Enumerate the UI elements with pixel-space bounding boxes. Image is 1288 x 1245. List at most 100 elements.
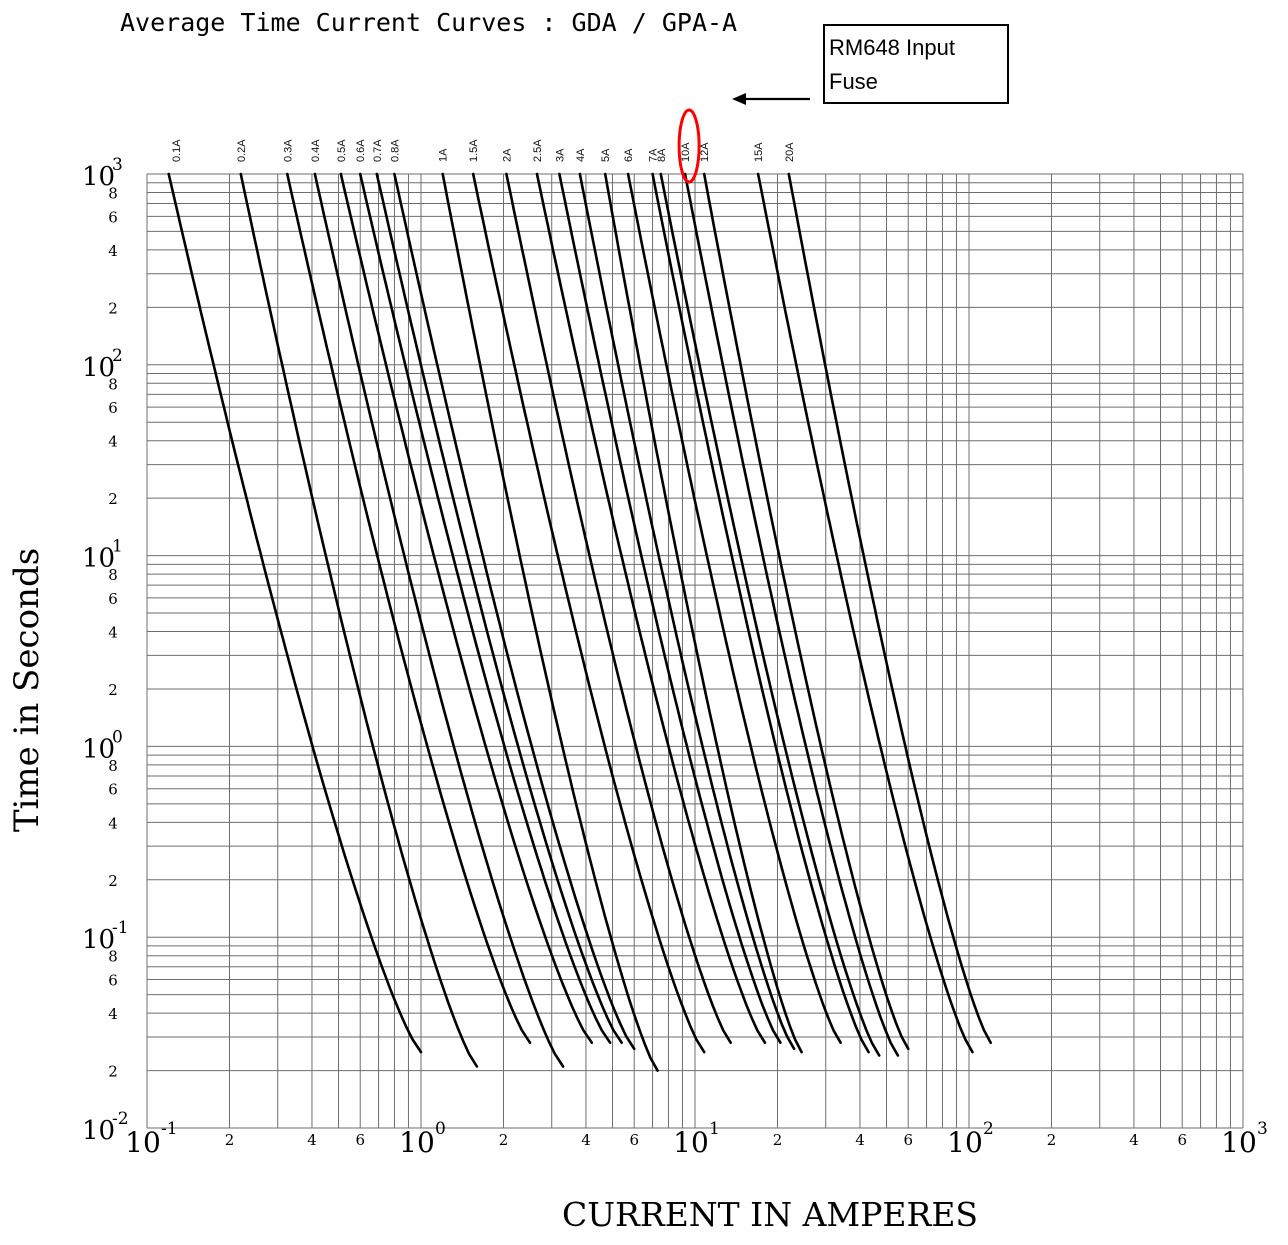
curve-0_2A bbox=[239, 172, 479, 1068]
series-label-5A: 5A bbox=[600, 148, 612, 162]
y-tick-label: 10 bbox=[82, 162, 115, 192]
x-tick-exponent: 1 bbox=[709, 1119, 720, 1139]
x-tick-exponent: 0 bbox=[435, 1119, 446, 1139]
y-tick-label: 6 bbox=[108, 781, 118, 799]
y-tick-label: 10 bbox=[82, 544, 115, 574]
y-tick-label: 6 bbox=[108, 972, 118, 990]
curve-1A bbox=[441, 172, 659, 1072]
series-label-1A: 1A bbox=[438, 148, 450, 162]
y-tick-label: 4 bbox=[108, 624, 118, 642]
x-axis-label: CURRENT IN AMPERES bbox=[562, 1195, 978, 1234]
y-tick-label: 10 bbox=[82, 925, 115, 955]
x-tick-label: 2 bbox=[1047, 1131, 1057, 1149]
series-label-0_2A: 0.2A bbox=[236, 139, 248, 162]
curve-6A bbox=[626, 172, 842, 1044]
x-tick-label: 4 bbox=[307, 1131, 317, 1149]
series-label-4A: 4A bbox=[575, 148, 587, 162]
series-label-0_6A: 0.6A bbox=[355, 139, 367, 162]
curve-8A bbox=[659, 172, 881, 1057]
y-tick-label: 8 bbox=[108, 375, 118, 393]
series-labels: 0.1A 0.2A 0.3A 0.4A 0.5A 0.6A 0.7A 0.8A 1A 1.5A 2A… bbox=[171, 139, 796, 162]
x-tick-label: 10 bbox=[947, 1126, 983, 1159]
curve-2_5A bbox=[535, 172, 767, 1044]
x-tick-exponent: 2 bbox=[983, 1119, 994, 1139]
x-tick-exponent: -1 bbox=[161, 1119, 178, 1139]
y-tick-label: 4 bbox=[108, 242, 118, 260]
x-tick-label: 10 bbox=[673, 1126, 709, 1159]
series-label-12A: 12A bbox=[699, 142, 711, 162]
x-tick-label: 2 bbox=[225, 1131, 235, 1149]
x-tick-label: 2 bbox=[773, 1131, 783, 1149]
curve-5A bbox=[603, 172, 803, 1054]
series-label-15A: 15A bbox=[753, 142, 765, 162]
y-tick-exponent: -1 bbox=[112, 918, 129, 938]
series-label-0_4A: 0.4A bbox=[310, 139, 322, 162]
y-tick-label: 10 bbox=[82, 353, 115, 383]
series-label-1_5A: 1.5A bbox=[468, 139, 480, 162]
y-tick-exponent: -2 bbox=[112, 1109, 129, 1129]
x-tick-label: 6 bbox=[355, 1131, 365, 1149]
y-tick-label: 8 bbox=[108, 757, 118, 775]
curve-12A bbox=[702, 172, 910, 1051]
y-tick-label: 6 bbox=[108, 590, 118, 608]
annotation-arrow-head bbox=[732, 93, 746, 105]
y-tick-label: 8 bbox=[108, 948, 118, 966]
series-label-20A: 20A bbox=[784, 142, 796, 162]
curve-0_5A bbox=[339, 172, 594, 1044]
annotation-text-line-1: RM648 Input bbox=[829, 35, 955, 60]
y-tick-label: 4 bbox=[108, 433, 118, 451]
chart-title: Average Time Current Curves : GDA / GPA-… bbox=[120, 8, 737, 37]
y-tick-label: 4 bbox=[108, 1005, 118, 1023]
x-tick-label: 2 bbox=[499, 1131, 509, 1149]
y-tick-label: 2 bbox=[108, 872, 118, 890]
x-tick-label: 4 bbox=[581, 1131, 591, 1149]
series-label-2_5A: 2.5A bbox=[532, 139, 544, 162]
x-tick-label: 6 bbox=[1177, 1131, 1187, 1149]
curve-0_1A bbox=[167, 172, 423, 1054]
y-tick-exponent: 0 bbox=[112, 727, 123, 747]
series-label-10A: 10A bbox=[680, 142, 692, 162]
y-tick-label: 2 bbox=[108, 490, 118, 508]
chart-grid bbox=[146, 173, 1244, 1129]
series-label-0_7A: 0.7A bbox=[372, 139, 384, 162]
curve-3A bbox=[558, 172, 782, 1044]
y-tick-label: 8 bbox=[108, 566, 118, 584]
annotation-text-line-2: Fuse bbox=[829, 69, 878, 94]
y-tick-label: 2 bbox=[108, 681, 118, 699]
y-tick-label: 10 bbox=[82, 734, 115, 764]
x-tick-label: 10 bbox=[1221, 1126, 1257, 1159]
curve-10A bbox=[683, 172, 900, 1057]
y-tick-label: 2 bbox=[108, 1063, 118, 1081]
y-tick-label: 8 bbox=[108, 184, 118, 202]
x-tick-label: 4 bbox=[1129, 1131, 1139, 1149]
y-tick-exponent: 1 bbox=[112, 537, 123, 557]
annotation-box bbox=[823, 24, 1009, 104]
x-tick-label: 10 bbox=[125, 1126, 161, 1159]
y-tick-label: 4 bbox=[108, 814, 118, 832]
series-label-0_5A: 0.5A bbox=[336, 139, 348, 162]
series-label-2A: 2A bbox=[501, 148, 513, 162]
curve-0_6A bbox=[358, 172, 612, 1044]
x-tick-label: 6 bbox=[903, 1131, 913, 1149]
curve-0_3A bbox=[286, 172, 532, 1044]
curve-15A bbox=[756, 172, 974, 1054]
y-tick-label: 6 bbox=[108, 208, 118, 226]
series-label-0_1A: 0.1A bbox=[171, 139, 183, 162]
curve-0_7A bbox=[375, 172, 623, 1044]
curve-4A bbox=[578, 172, 796, 1051]
x-tick-label: 4 bbox=[855, 1131, 865, 1149]
series-label-0_8A: 0.8A bbox=[389, 139, 401, 162]
y-tick-label: 6 bbox=[108, 399, 118, 417]
x-tick-label: 10 bbox=[399, 1126, 435, 1159]
series-label-6A: 6A bbox=[623, 148, 635, 162]
y-axis-label: Time in Seconds bbox=[7, 548, 47, 832]
y-tick-exponent: 2 bbox=[112, 346, 123, 366]
x-tick-exponent: 3 bbox=[1257, 1119, 1268, 1139]
y-tick-label: 10 bbox=[82, 1116, 115, 1146]
curve-1_5A bbox=[471, 172, 706, 1054]
x-tick-label: 6 bbox=[629, 1131, 639, 1149]
series-label-0_3A: 0.3A bbox=[282, 139, 294, 162]
series-label-8A: 8A bbox=[656, 148, 668, 162]
